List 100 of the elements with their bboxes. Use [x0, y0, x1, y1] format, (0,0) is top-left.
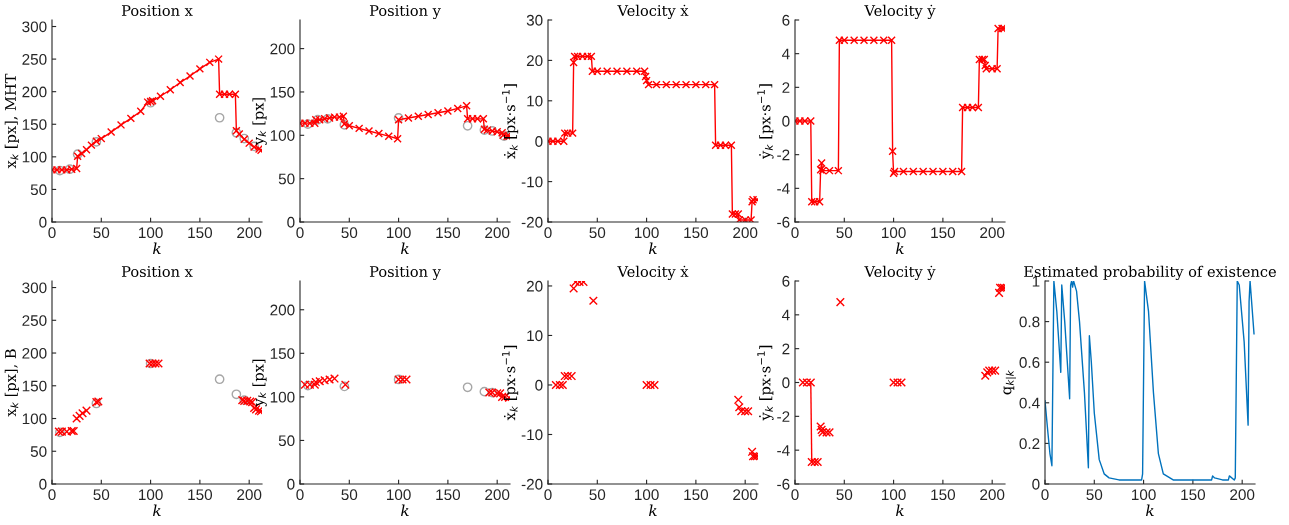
- chart-title: Position y: [369, 5, 441, 20]
- y-tick-label: 150: [22, 119, 47, 130]
- y-tick-label: 300: [22, 282, 47, 294]
- y-tick-label: -10: [521, 429, 543, 441]
- y-tick-label: 2: [782, 82, 790, 93]
- x-axis-title: k: [153, 504, 161, 517]
- y-tick-label: -2: [777, 411, 790, 422]
- x-tick-label: 0: [791, 489, 799, 501]
- y-tick-label: 0.6: [1019, 357, 1040, 368]
- y-tick-label: 200: [22, 86, 47, 98]
- y-tick-label: 150: [22, 380, 47, 392]
- x-axis-title: k: [153, 242, 161, 255]
- y-tick-label: 100: [22, 413, 47, 425]
- y-tick-label: 200: [270, 43, 295, 55]
- y-axis-title: x$_{k}$ [px], MHT: [4, 73, 19, 169]
- y-tick-label: 6: [782, 275, 790, 287]
- x-tick-label: 50: [836, 489, 853, 501]
- x-tick-label: 100: [139, 227, 163, 239]
- x-tick-label: 100: [635, 489, 659, 501]
- x-tick-label: 200: [485, 227, 510, 239]
- y-tick-label: 4: [781, 48, 790, 60]
- y-tick-label: -2: [777, 149, 790, 161]
- x-axis-title: k: [896, 504, 904, 517]
- x-tick-label: 0: [296, 489, 304, 501]
- x-tick-label: 50: [1086, 489, 1103, 501]
- y-axis-title: y$_{k}$ [px]: [252, 359, 267, 407]
- x-tick-label: 150: [188, 227, 213, 239]
- y-tick-label: 200: [22, 347, 47, 359]
- x-tick-label: 0: [544, 489, 552, 501]
- x-tick-label: 200: [237, 227, 262, 239]
- x-tick-label: 100: [139, 489, 163, 501]
- y-tick-label: -4: [777, 445, 790, 456]
- chart-title: Velocity ẏ: [864, 265, 936, 281]
- y-tick-label: 0: [782, 115, 790, 127]
- y-tick-label: -6: [777, 216, 790, 228]
- y-axis-title: ẏ$_{k}$ [px·s$^{−1}$]: [757, 345, 774, 421]
- x-tick-label: 100: [882, 227, 906, 239]
- y-tick-label: -6: [777, 478, 790, 490]
- x-tick-label: 50: [589, 489, 606, 501]
- y-axis-title: x$_{k}$ [px], B: [4, 349, 19, 417]
- x-tick-label: 150: [684, 227, 709, 239]
- x-tick-label: 100: [882, 489, 906, 501]
- y-axis-title: q$_{k|k}$: [1003, 370, 1017, 395]
- x-tick-label: 150: [684, 489, 709, 501]
- x-tick-label: 200: [733, 489, 758, 501]
- y-tick-label: -20: [521, 216, 543, 228]
- y-tick-label: 0.8: [1019, 316, 1040, 328]
- x-tick-label: 100: [387, 227, 411, 239]
- x-axis-title: k: [1146, 504, 1154, 517]
- x-tick-label: 0: [1041, 489, 1049, 501]
- x-axis-title: k: [401, 242, 409, 255]
- x-tick-label: 150: [931, 489, 956, 501]
- x-tick-label: 150: [436, 489, 461, 501]
- y-tick-label: 150: [270, 86, 295, 98]
- x-tick-label: 100: [635, 227, 659, 239]
- y-tick-label: 0: [535, 136, 543, 147]
- y-tick-label: 0: [1032, 478, 1040, 490]
- y-tick-label: 30: [526, 14, 543, 26]
- y-axis-title: ẋ$_{k}$ [px·s$^{−1}$]: [502, 345, 519, 421]
- y-tick-label: 50: [278, 435, 295, 447]
- y-tick-label: 0: [39, 216, 47, 228]
- x-tick-label: 50: [341, 227, 358, 239]
- y-tick-label: -4: [777, 183, 790, 194]
- x-tick-label: 200: [1230, 489, 1255, 501]
- x-tick-label: 100: [1132, 489, 1156, 501]
- x-tick-label: 0: [48, 489, 56, 501]
- chart-title: Position x: [121, 266, 193, 278]
- y-tick-label: 0: [535, 379, 543, 391]
- x-tick-label: 0: [296, 227, 304, 239]
- x-tick-label: 50: [836, 227, 853, 239]
- chart-title: Velocity ẋ: [617, 4, 689, 20]
- y-tick-label: 20: [526, 55, 543, 67]
- y-tick-label: 10: [527, 95, 543, 107]
- x-tick-label: 50: [93, 227, 110, 239]
- x-tick-label: 50: [341, 489, 358, 501]
- y-tick-label: 0: [39, 478, 47, 490]
- x-axis-title: k: [649, 504, 657, 517]
- y-tick-label: 50: [30, 184, 47, 196]
- y-tick-label: 150: [270, 348, 295, 359]
- x-tick-label: 200: [485, 489, 510, 501]
- x-tick-label: 150: [931, 227, 956, 239]
- x-tick-label: 100: [387, 489, 411, 501]
- chart-title: Position y: [369, 266, 441, 281]
- y-axis-title: y$_{k}$ [px]: [252, 98, 267, 146]
- y-tick-label: 250: [22, 53, 47, 65]
- x-tick-label: 150: [188, 489, 213, 501]
- y-tick-label: 0: [782, 377, 790, 389]
- y-tick-label: 100: [270, 391, 295, 403]
- y-axis-title: ẋ$_{k}$ [px·s$^{−1}$]: [502, 84, 519, 159]
- x-axis-title: k: [649, 242, 657, 255]
- x-tick-label: 150: [436, 227, 461, 239]
- y-tick-label: 200: [270, 304, 295, 316]
- y-tick-label: 4: [781, 309, 790, 321]
- y-tick-label: 20: [526, 280, 543, 292]
- y-tick-label: 50: [278, 173, 295, 185]
- x-tick-label: 0: [791, 227, 799, 239]
- y-tick-label: 6: [782, 14, 790, 26]
- y-tick-label: 2: [782, 343, 790, 355]
- y-tick-label: 250: [22, 315, 47, 326]
- x-tick-label: 200: [733, 227, 758, 239]
